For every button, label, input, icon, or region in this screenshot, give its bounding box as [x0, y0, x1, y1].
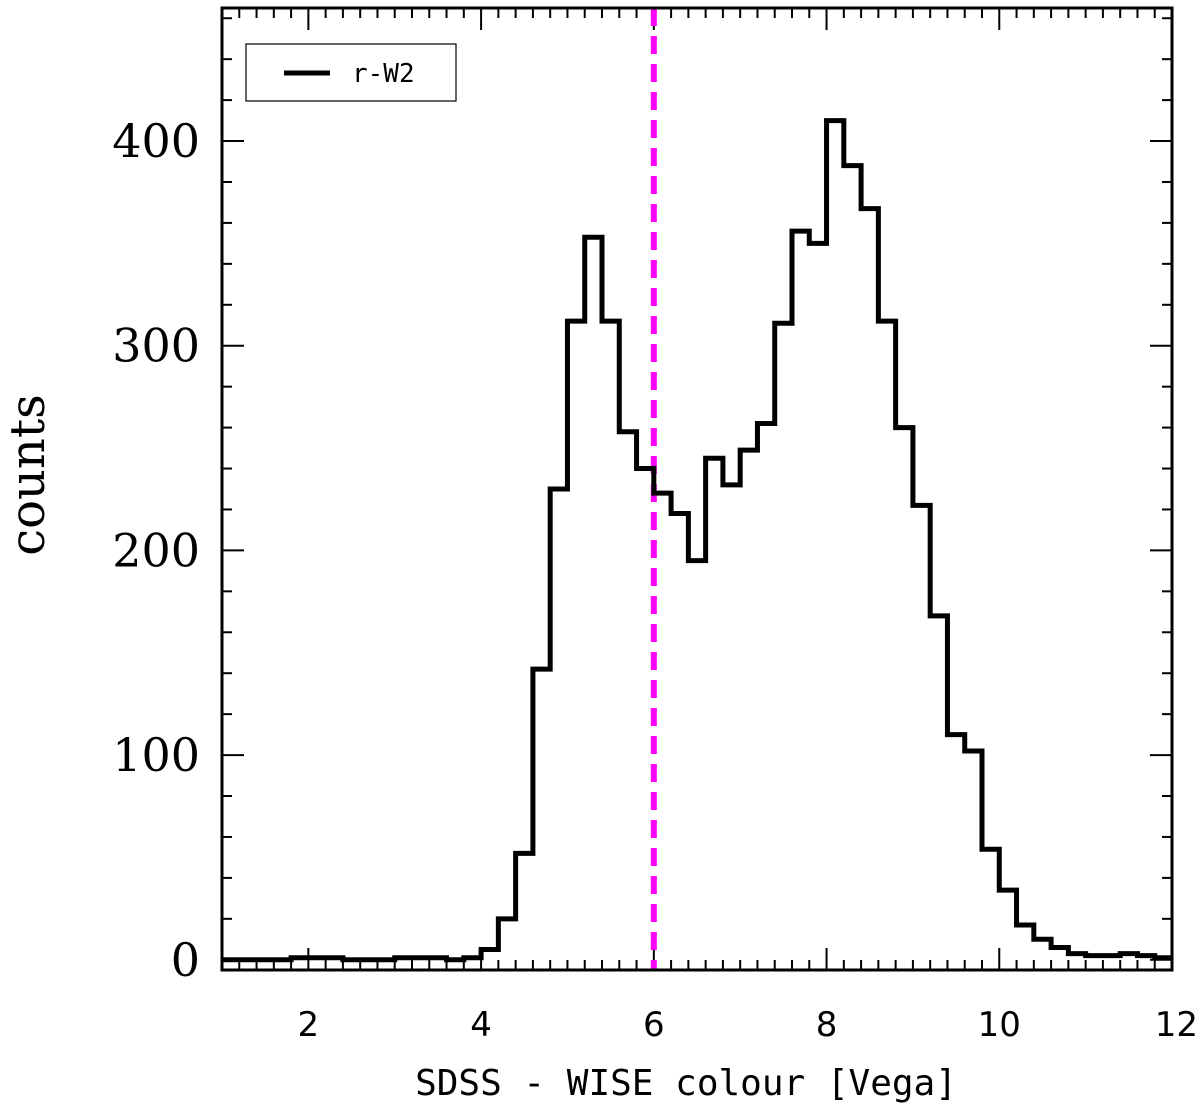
y-tick-label: 0 [171, 933, 200, 987]
x-tick-label: 8 [816, 1005, 838, 1045]
x-tick-label: 4 [470, 1005, 492, 1045]
y-axis-title: counts [0, 394, 56, 556]
y-tick-label: 200 [112, 523, 200, 577]
x-tick-label: 12 [1155, 1005, 1198, 1045]
legend: r-W2 [245, 43, 457, 102]
histogram-series-r-w2 [222, 118, 1172, 963]
x-tick-label: 2 [298, 1005, 320, 1045]
axis-ticks [221, 8, 1173, 970]
y-tick-label: 400 [112, 114, 200, 168]
plot-frame [220, 6, 1174, 972]
x-tick-label: 10 [978, 1005, 1021, 1045]
x-axis-title: SDSS - WISE colour [Vega] [415, 1063, 957, 1104]
legend-label-r-w2: r-W2 [352, 59, 415, 89]
x-tick-labels: 2 4 6 8 10 12 [298, 1005, 1198, 1045]
legend-box [245, 43, 457, 102]
y-tick-label: 300 [112, 319, 200, 373]
y-tick-label: 100 [112, 728, 200, 782]
y-tick-labels: 0 100 200 300 400 [112, 114, 200, 987]
x-tick-label: 6 [643, 1005, 665, 1045]
